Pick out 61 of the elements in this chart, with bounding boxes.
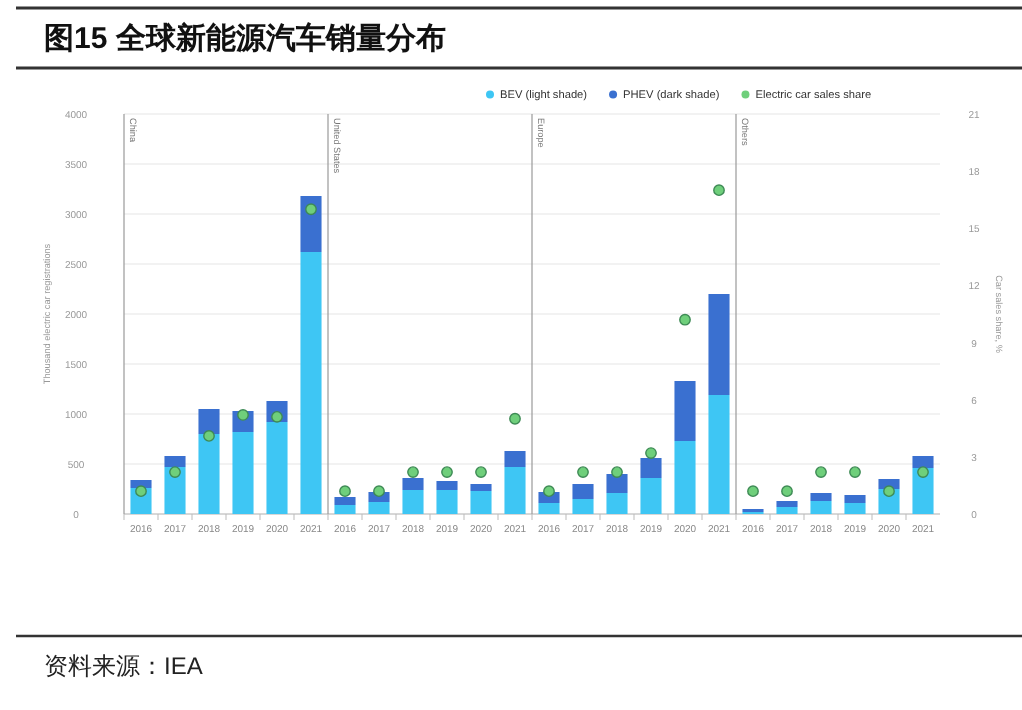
bar: [470, 491, 492, 514]
bar: [436, 481, 458, 490]
bar: [300, 196, 322, 252]
point: [883, 485, 895, 498]
bar: [708, 294, 730, 395]
bar: [810, 493, 832, 501]
point: [169, 466, 181, 478]
bar: [334, 497, 356, 505]
bar: [912, 456, 934, 468]
text: 资料来源：IEA: [44, 652, 203, 680]
chart-title: 图15 全球新能源汽车销量分布: [44, 20, 446, 56]
bar: [232, 432, 254, 514]
bar: [674, 381, 696, 441]
bar: [844, 503, 866, 514]
point: [713, 184, 725, 197]
bar: [470, 484, 492, 491]
point: [577, 466, 589, 478]
bar: [504, 467, 526, 514]
bar: [674, 441, 696, 514]
point: [611, 466, 623, 478]
bar: [368, 502, 390, 514]
point: [917, 466, 929, 478]
bar: [300, 252, 322, 514]
bar: [164, 456, 186, 467]
point: [645, 447, 657, 459]
bar: [844, 495, 866, 503]
point: [135, 485, 147, 498]
bar: [436, 490, 458, 514]
point: [339, 485, 351, 498]
bar: [538, 503, 560, 514]
bar: [334, 505, 356, 514]
bar: [640, 478, 662, 514]
bar: [810, 501, 832, 514]
point: [373, 485, 385, 498]
point: [441, 466, 453, 478]
point: [237, 409, 249, 421]
point: [407, 466, 419, 478]
bar: [504, 451, 526, 467]
point: [475, 466, 487, 478]
point: [543, 485, 555, 498]
point: [815, 466, 827, 478]
bar: [708, 395, 730, 514]
bar: [402, 478, 424, 490]
point: [203, 430, 215, 442]
point: [781, 485, 793, 498]
point: [679, 313, 691, 326]
point: [747, 485, 759, 498]
bar: [198, 409, 220, 434]
bar: [776, 501, 798, 507]
bar: [606, 493, 628, 514]
bar: [266, 422, 288, 514]
bar: [402, 490, 424, 514]
point: [305, 203, 317, 216]
bar: [640, 458, 662, 478]
bar: [606, 474, 628, 493]
bar: [776, 507, 798, 514]
point: [509, 412, 521, 425]
point: [849, 466, 861, 478]
bar: [572, 484, 594, 499]
bar: [198, 434, 220, 514]
bar: [572, 499, 594, 514]
